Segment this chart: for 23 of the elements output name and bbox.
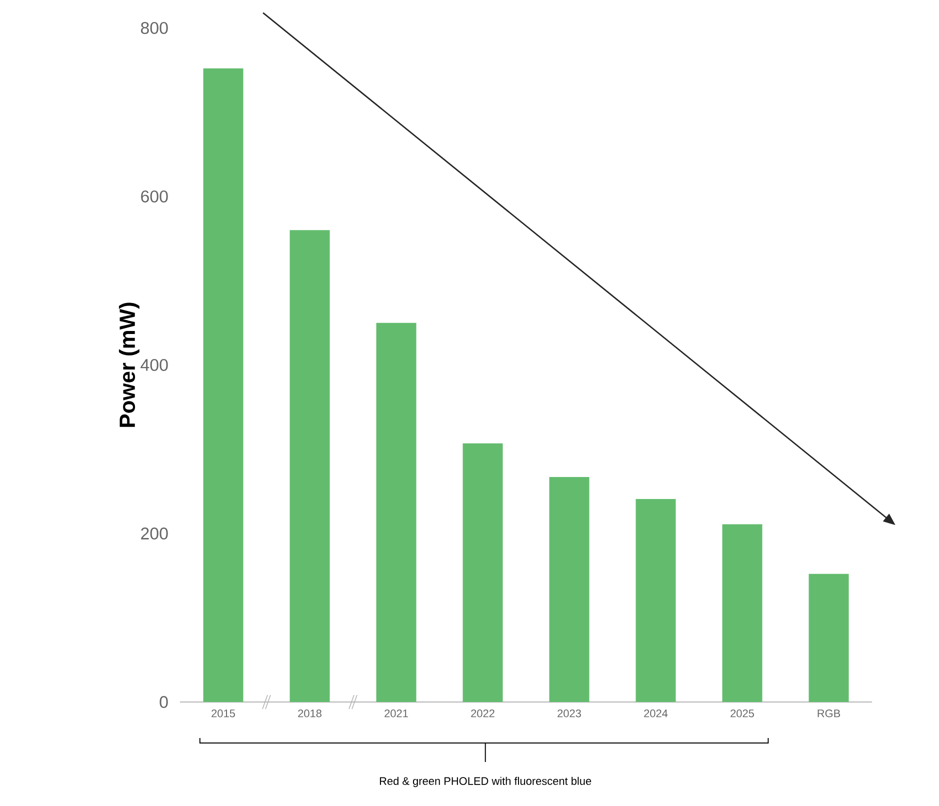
x-tick-label: 2023: [558, 710, 581, 718]
bar: [376, 322, 416, 702]
y-tick-label: 400: [140, 358, 168, 371]
x-tick-label: 2025: [730, 710, 754, 718]
bar: [462, 443, 503, 702]
bar: [549, 477, 590, 702]
bar: [290, 230, 330, 702]
x-tick-label: 2021: [384, 710, 408, 718]
bar: [808, 574, 849, 702]
bar: [636, 498, 676, 702]
x-tick-label: 2024: [644, 710, 668, 718]
y-axis-title: Power (mW): [118, 302, 140, 427]
x-tick-label: RGB: [818, 710, 840, 718]
x-tick-label: 2018: [298, 710, 322, 718]
y-tick-label: 600: [141, 190, 168, 202]
y-tick-label: 0: [160, 696, 168, 708]
text: Red & green PHOLED with fluorescent blue: [380, 776, 592, 788]
bar: [722, 524, 762, 702]
x-tick-label: 2022: [471, 710, 494, 718]
x-tick-label: 2015: [212, 710, 235, 718]
y-tick-label: 200: [141, 527, 168, 540]
bar: [203, 68, 244, 702]
y-tick-label: 800: [140, 22, 168, 34]
